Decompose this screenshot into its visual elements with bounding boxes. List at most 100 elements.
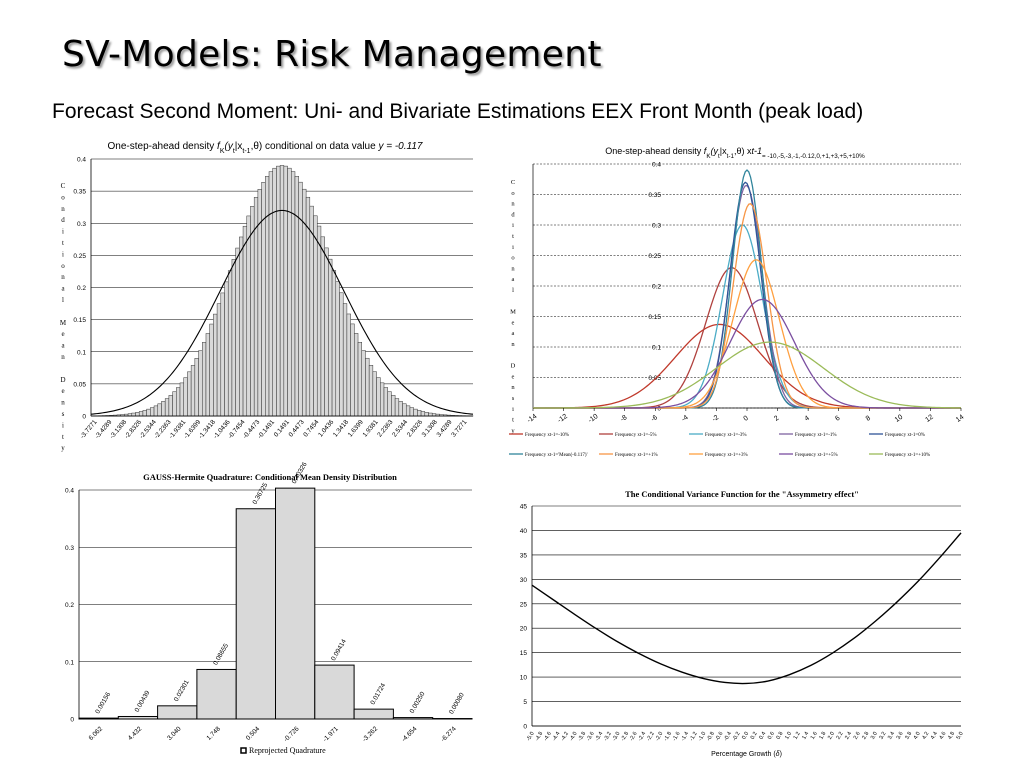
histogram-bar: [420, 411, 426, 417]
ylabel-letter: n: [61, 273, 65, 281]
histogram-bar: [354, 333, 359, 417]
data-label: 0.01724: [369, 682, 387, 706]
histogram-bar: [298, 181, 303, 417]
x-tick-label: -2: [711, 414, 720, 423]
x-tick-label: -8: [619, 414, 628, 423]
x-tick-label: 4.8: [947, 731, 956, 741]
x-tick-label: 0.6: [767, 731, 776, 741]
ylabel-letter: i: [62, 228, 64, 236]
x-tick-label: -12: [557, 413, 569, 425]
y-tick-label: 0.2: [652, 284, 661, 291]
ylabel-letter: a: [512, 330, 515, 337]
ylabel-letter: n: [511, 341, 515, 348]
x-tick-label: 4.2: [921, 731, 930, 741]
x-tick-label: -0.6: [715, 731, 725, 742]
density-series-line: [533, 298, 961, 409]
histogram-bar: [168, 395, 173, 417]
x-tick-label: -3.0: [612, 731, 622, 742]
data-label: 0.00439: [134, 689, 152, 713]
histogram-bar: [239, 236, 244, 417]
legend: Frequency xt-1=-10% Frequency xt-1=-5% Fre…: [509, 433, 930, 458]
histogram-bar: [402, 403, 407, 417]
histogram-bar: [157, 403, 162, 417]
y-tick-label: 0: [82, 414, 86, 421]
ylabel-letter: M: [510, 309, 516, 316]
histogram-bar: [398, 401, 403, 417]
ylabel-letter: n: [511, 201, 515, 208]
histogram-bar: [313, 215, 318, 417]
ylabel-letter: n: [61, 205, 65, 213]
x-tick-label: 4.4: [930, 731, 939, 741]
x-tick-label: -3.8: [577, 731, 587, 742]
histogram-bar: [294, 176, 299, 417]
histogram-bar: [213, 313, 218, 417]
x-tick-label: -4.4: [552, 731, 562, 742]
x-tick-label: -4.6: [543, 731, 553, 742]
histogram-bar: [209, 323, 214, 417]
histogram-bar: [224, 281, 229, 417]
histogram-bar: [324, 247, 329, 417]
ylabel-letter: i: [62, 421, 64, 429]
x-tick-label: -4.2: [560, 731, 570, 742]
y-tick-label: 0: [657, 406, 661, 413]
y-tick-label: 25: [520, 601, 528, 608]
x-tick-label: 4.6: [939, 731, 948, 741]
legend-label: Frequency xt-1=+10%: [885, 453, 930, 458]
data-label: 0.02301: [173, 679, 191, 703]
ylabel-letter: l: [512, 287, 514, 294]
ylabel-letter: d: [511, 211, 515, 218]
y-tick-label: 0.4: [65, 488, 74, 495]
x-tick-label: 1.0: [784, 731, 793, 741]
histogram-bar: [131, 412, 136, 417]
ylabel-letter: o: [61, 262, 65, 270]
ylabel-letter: t: [62, 433, 64, 441]
y-tick-label: 15: [520, 650, 528, 657]
x-tick-label: -3.6: [586, 731, 596, 742]
histogram-bar: [202, 342, 207, 417]
x-tick-label: 0.0: [741, 731, 750, 741]
histogram-bar: [350, 323, 355, 417]
histogram-bar: [172, 391, 177, 417]
x-tick-label: -1.2: [689, 731, 699, 742]
x-tick-label: -2.2: [646, 731, 656, 742]
histogram-bar: [387, 391, 392, 417]
x-tick-label: 2.6: [853, 731, 862, 741]
x-tick-label: -3.4: [594, 731, 604, 742]
ylabel-letter: M: [60, 319, 67, 327]
histogram-bar: [135, 412, 140, 417]
y-tick-label: 0.25: [73, 253, 86, 260]
variance-curve: [531, 532, 962, 685]
bars: [90, 165, 474, 417]
ylabel-letter: o: [511, 255, 514, 262]
chart-title: GAUSS-Hermite Quadrature: Conditional Me…: [143, 472, 397, 482]
legend-label: Frequency xt-1=+1%: [615, 453, 658, 458]
x-tick-label: 1.2: [793, 731, 802, 741]
histogram-bar: [142, 410, 147, 417]
y-tick-label: 20: [520, 626, 528, 633]
y-tick-label: 0.3: [652, 223, 661, 230]
x-tick-label: 12: [924, 414, 934, 424]
y-tick-label: 0.3: [65, 545, 74, 552]
histogram-bar: [279, 165, 285, 417]
histogram-bar: [138, 411, 144, 417]
ylabel-letter: t: [512, 233, 514, 240]
quadrature-bar-chart: GAUSS-Hermite Quadrature: Conditional Me…: [65, 461, 473, 755]
histogram-bar: [153, 405, 159, 417]
ylabel-letter: n: [511, 265, 515, 272]
x-tick-label: 14: [955, 414, 965, 424]
y-tick-label: 0.2: [65, 602, 74, 609]
x-tick-label: -0.4: [723, 731, 733, 742]
legend-label: Frequency xt-1=-5%: [615, 433, 657, 438]
x-tick-label: 2: [773, 415, 780, 423]
histogram-bar: [194, 358, 199, 417]
x-tick-label: 0.504: [245, 725, 262, 742]
chart-title: One-step-ahead density fK(yt|xt-1,θ) con…: [108, 141, 423, 155]
histogram-bar: [320, 236, 325, 417]
y-tick-label: 5: [523, 699, 527, 706]
data-label: 0.00080: [448, 691, 466, 715]
chart-title: The Conditional Variance Function for th…: [625, 489, 859, 499]
quadrature-bar: [314, 664, 355, 720]
histogram-bar: [361, 350, 366, 417]
histogram-bar: [146, 408, 151, 417]
x-tick-label: 6.062: [88, 725, 105, 742]
